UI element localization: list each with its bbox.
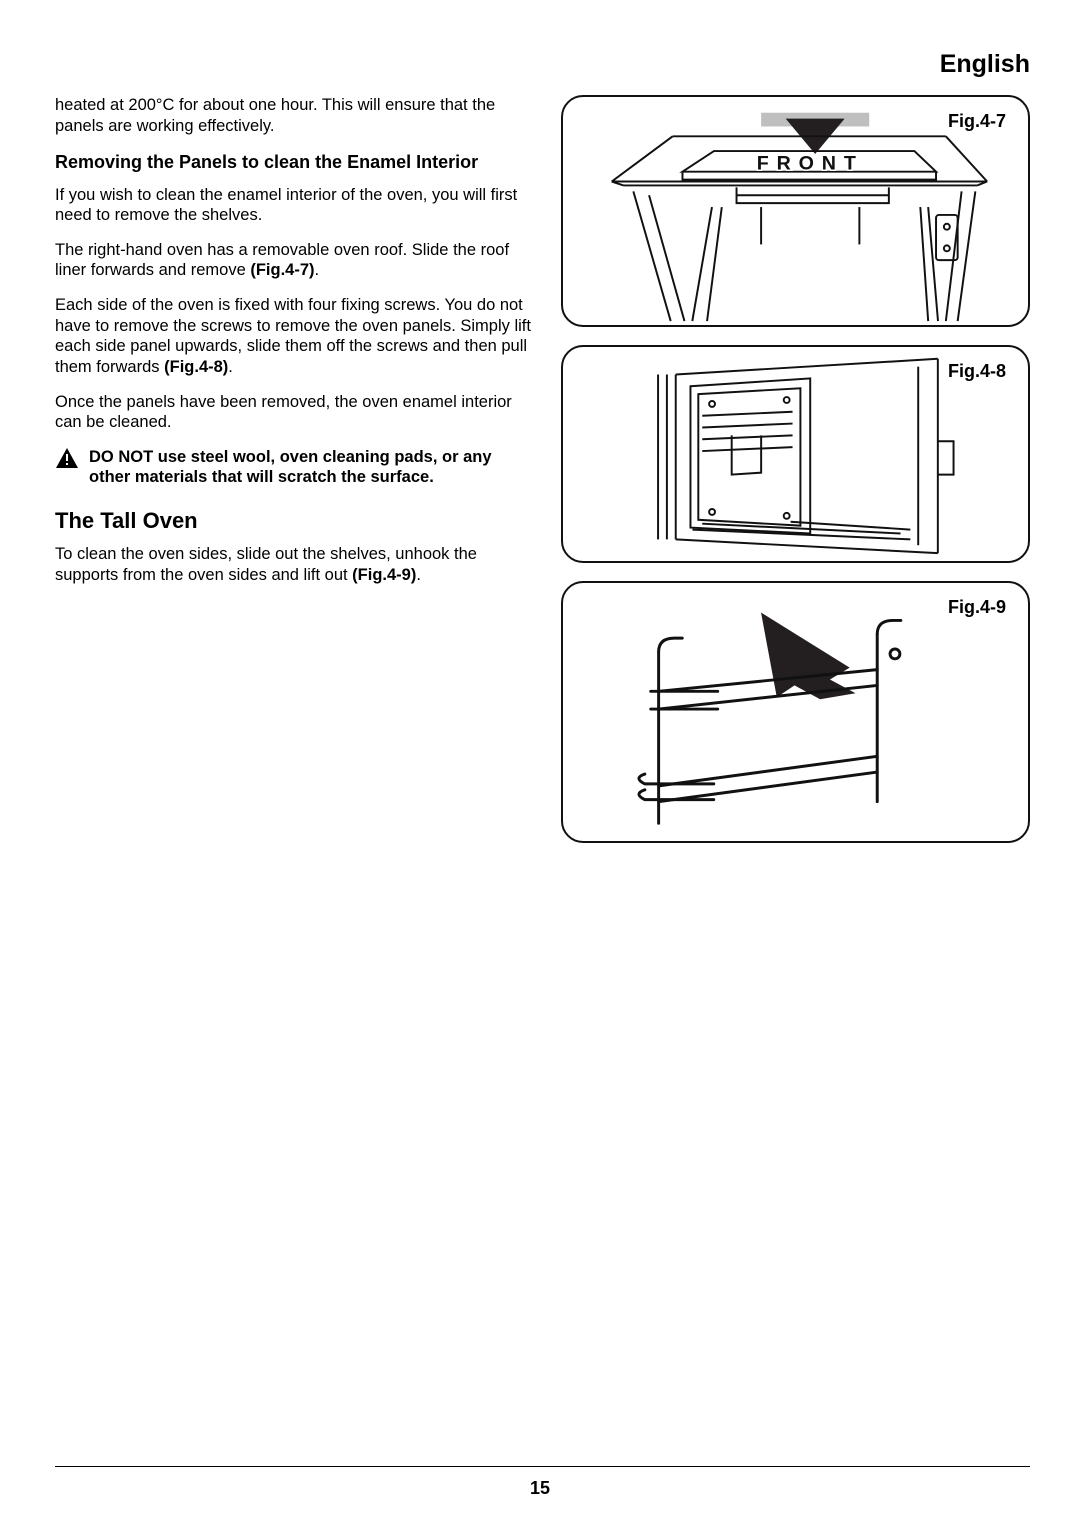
intro-paragraph: heated at 200°C for about one hour. This…	[55, 95, 535, 136]
figure-4-8: Fig.4-8	[561, 345, 1030, 563]
figure-4-7-label: Fig.4-7	[948, 111, 1006, 132]
fig-ref-4-8: (Fig.4-8)	[164, 358, 228, 376]
figure-4-8-label: Fig.4-8	[948, 361, 1006, 382]
figure-column: FRONT Fig.4-7	[561, 95, 1030, 861]
page-number: 15	[0, 1478, 1080, 1499]
two-column-layout: heated at 200°C for about one hour. This…	[55, 95, 1030, 861]
svg-text:FRONT: FRONT	[757, 153, 864, 175]
paragraph-2: The right-hand oven has a removable oven…	[55, 240, 535, 281]
paragraph-3: Each side of the oven is fixed with four…	[55, 295, 535, 378]
figure-4-9-label: Fig.4-9	[948, 597, 1006, 618]
paragraph-5-tail: .	[416, 566, 421, 584]
paragraph-1: If you wish to clean the enamel interior…	[55, 185, 535, 226]
paragraph-2-tail: .	[315, 261, 320, 279]
footer-rule	[55, 1466, 1030, 1467]
paragraph-5: To clean the oven sides, slide out the s…	[55, 544, 535, 585]
warning-text: DO NOT use steel wool, oven cleaning pad…	[89, 447, 535, 488]
warning-row: DO NOT use steel wool, oven cleaning pad…	[55, 447, 535, 488]
paragraph-3-text: Each side of the oven is fixed with four…	[55, 296, 531, 376]
fig-ref-4-9: (Fig.4-9)	[352, 566, 416, 584]
paragraph-4: Once the panels have been removed, the o…	[55, 392, 535, 433]
heading-removing-panels: Removing the Panels to clean the Enamel …	[55, 150, 535, 174]
text-column: heated at 200°C for about one hour. This…	[55, 95, 535, 861]
figure-4-9-art	[563, 583, 1028, 841]
heading-tall-oven: The Tall Oven	[55, 508, 535, 534]
figure-4-9: Fig.4-9	[561, 581, 1030, 843]
paragraph-3-tail: .	[228, 358, 233, 376]
language-label: English	[55, 50, 1030, 79]
fig-ref-4-7: (Fig.4-7)	[250, 261, 314, 279]
warning-icon	[55, 447, 79, 469]
figure-4-7: FRONT Fig.4-7	[561, 95, 1030, 327]
